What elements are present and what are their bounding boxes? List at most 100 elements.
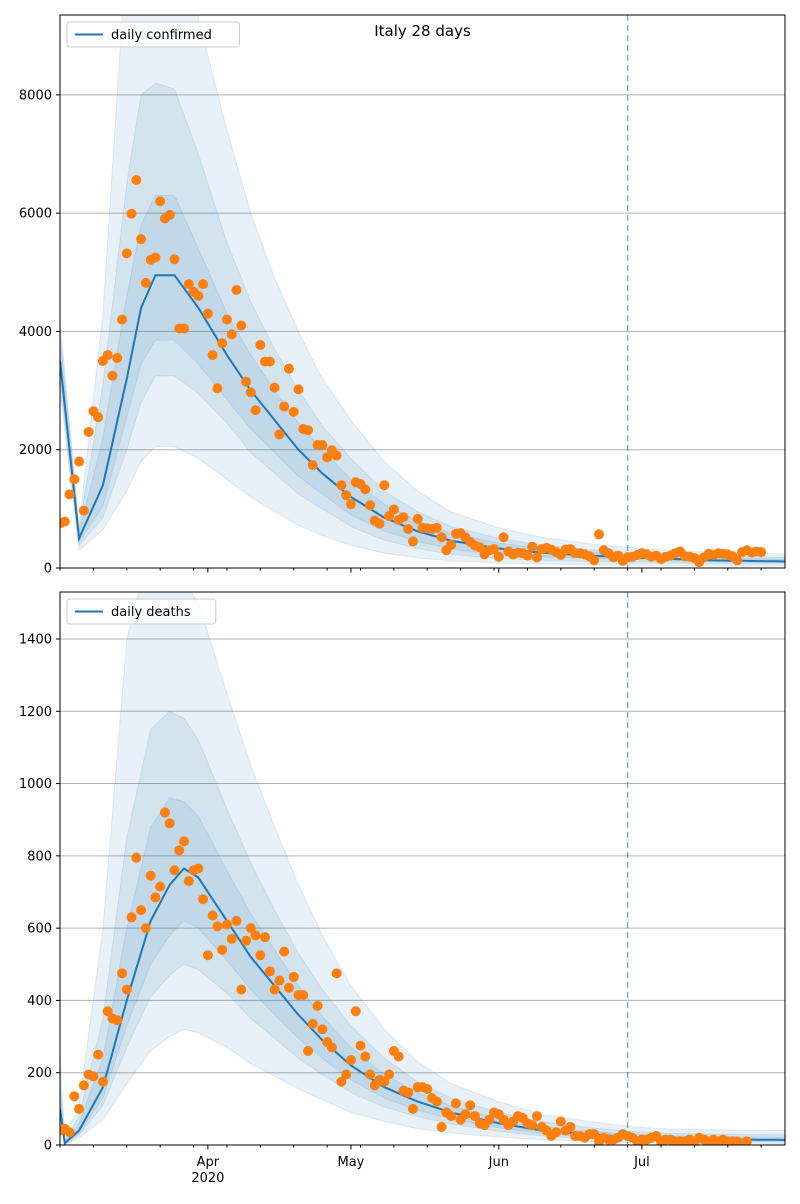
uncertainty-band — [60, 710, 785, 1145]
data-point — [288, 971, 299, 982]
axes-frame — [59, 14, 786, 569]
data-point — [226, 329, 237, 340]
data-point — [279, 946, 290, 957]
data-point — [159, 807, 170, 818]
x-year-label: 2020 — [191, 1171, 224, 1186]
data-point — [121, 248, 132, 259]
plot-area — [60, 15, 785, 568]
data-point — [155, 196, 166, 207]
data-point — [283, 363, 294, 374]
data-point — [64, 1127, 75, 1138]
legend-box — [66, 21, 240, 48]
data-point — [164, 818, 175, 829]
data-point — [384, 1069, 395, 1080]
data-point — [212, 383, 223, 394]
data-point — [431, 1096, 442, 1107]
data-point — [431, 522, 442, 533]
data-point — [365, 500, 376, 511]
data-point — [102, 350, 113, 361]
data-point — [403, 523, 414, 534]
uncertainty-band — [60, 592, 785, 1145]
data-point — [531, 1111, 542, 1122]
data-point — [231, 285, 242, 296]
data-point — [522, 550, 533, 561]
data-point — [326, 1042, 337, 1053]
data-point — [360, 1051, 371, 1062]
data-point — [303, 1046, 314, 1057]
data-point — [298, 990, 309, 1001]
uncertainty-band — [60, 82, 785, 565]
data-point — [493, 551, 504, 562]
data-point — [117, 968, 128, 979]
data-point — [183, 876, 194, 887]
data-point — [531, 552, 542, 563]
data-point — [393, 1051, 404, 1062]
data-point — [288, 406, 299, 417]
data-point — [341, 1069, 352, 1080]
data-point — [450, 1098, 461, 1109]
data-point — [140, 923, 151, 934]
data-point — [260, 932, 271, 943]
data-point — [150, 892, 161, 903]
data-point — [126, 912, 137, 923]
data-point — [360, 484, 371, 495]
data-point — [565, 1121, 576, 1132]
data-point — [589, 1129, 600, 1140]
data-point — [245, 923, 256, 934]
y-tick-label: 6000 — [19, 207, 52, 222]
data-point — [102, 1006, 113, 1017]
data-point — [274, 429, 285, 440]
legend-label: daily confirmed — [111, 28, 212, 43]
data-point — [202, 308, 213, 319]
data-point — [341, 490, 352, 501]
data-point — [231, 915, 242, 926]
chart-title: Italy 28 days — [374, 22, 471, 40]
data-point — [241, 376, 252, 387]
data-point — [117, 314, 128, 325]
data-point — [365, 1069, 376, 1080]
data-point — [207, 350, 218, 361]
data-point — [97, 1076, 108, 1087]
data-point — [407, 536, 418, 547]
data-point — [279, 401, 290, 412]
data-point — [446, 539, 457, 550]
data-point — [193, 290, 204, 301]
data-point — [379, 1076, 390, 1087]
data-point — [345, 1055, 356, 1066]
data-point — [465, 1100, 476, 1111]
data-point — [255, 340, 266, 351]
y-tick-label: 400 — [27, 994, 52, 1009]
y-tick-label: 600 — [27, 922, 52, 937]
data-point — [83, 426, 94, 437]
data-point — [374, 518, 385, 529]
data-point — [74, 456, 85, 467]
data-point — [121, 984, 132, 995]
data-point — [350, 1006, 361, 1017]
data-point — [403, 1087, 414, 1098]
x-tick-label: Jul — [633, 1155, 650, 1170]
data-point — [245, 387, 256, 398]
data-point — [164, 209, 175, 220]
uncertainty-band — [60, 15, 785, 567]
data-point — [78, 505, 89, 516]
legend-label: daily deaths — [111, 605, 191, 620]
data-point — [221, 314, 232, 325]
data-point — [489, 544, 500, 555]
data-point — [317, 439, 328, 450]
data-point — [250, 930, 261, 941]
data-point — [221, 919, 232, 930]
y-tick-label: 4000 — [19, 325, 52, 340]
data-point — [593, 529, 604, 540]
data-point — [131, 175, 142, 186]
data-point — [589, 555, 600, 566]
data-point — [169, 254, 180, 265]
y-tick-label: 1000 — [19, 777, 52, 792]
data-point — [107, 370, 118, 381]
data-point — [78, 1080, 89, 1091]
data-point — [183, 279, 194, 290]
data-point — [555, 1116, 566, 1127]
data-point — [436, 532, 447, 543]
y-tick-label: 0 — [44, 1139, 52, 1154]
